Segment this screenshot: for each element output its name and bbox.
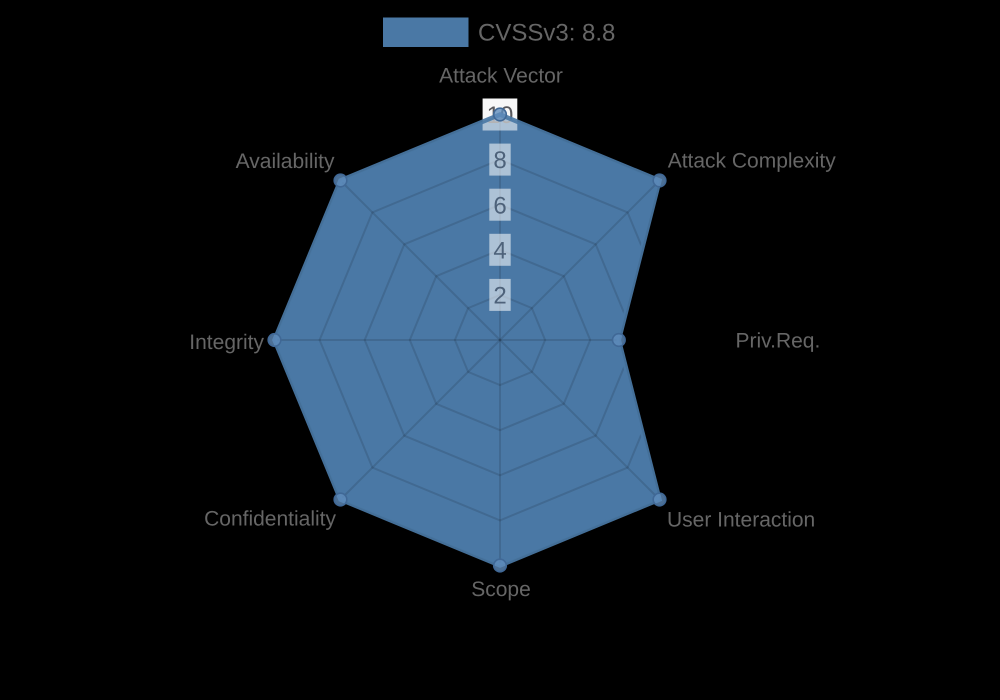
svg-text:6: 6 <box>493 192 506 219</box>
svg-text:8: 8 <box>493 147 506 174</box>
svg-text:4: 4 <box>493 237 506 264</box>
svg-text:Availability: Availability <box>236 150 335 173</box>
svg-text:CVSSv3: 8.8: CVSSv3: 8.8 <box>478 20 615 47</box>
svg-text:Priv.Req.: Priv.Req. <box>736 330 821 353</box>
svg-text:Attack Vector: Attack Vector <box>439 65 563 88</box>
svg-text:Integrity: Integrity <box>189 331 264 354</box>
svg-text:Attack Complexity: Attack Complexity <box>668 150 837 173</box>
svg-text:Scope: Scope <box>471 578 531 601</box>
svg-text:User Interaction: User Interaction <box>667 509 815 532</box>
svg-text:Confidentiality: Confidentiality <box>204 508 336 531</box>
svg-text:2: 2 <box>493 283 506 310</box>
